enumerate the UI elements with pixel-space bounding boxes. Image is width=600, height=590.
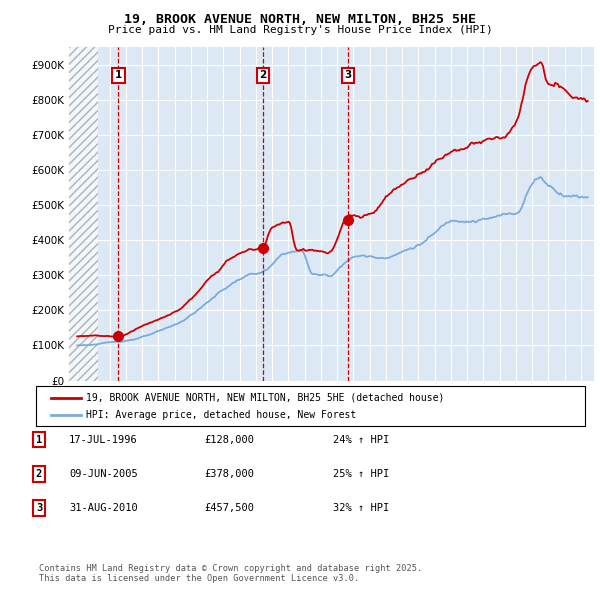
Text: 31-AUG-2010: 31-AUG-2010 xyxy=(69,503,138,513)
Text: 2: 2 xyxy=(36,469,42,478)
Text: £378,000: £378,000 xyxy=(204,469,254,478)
Text: £128,000: £128,000 xyxy=(204,435,254,444)
Text: 3: 3 xyxy=(36,503,42,513)
Text: 1: 1 xyxy=(36,435,42,444)
Text: 09-JUN-2005: 09-JUN-2005 xyxy=(69,469,138,478)
Text: 19, BROOK AVENUE NORTH, NEW MILTON, BH25 5HE: 19, BROOK AVENUE NORTH, NEW MILTON, BH25… xyxy=(124,13,476,26)
Text: Contains HM Land Registry data © Crown copyright and database right 2025.
This d: Contains HM Land Registry data © Crown c… xyxy=(39,563,422,583)
Text: HPI: Average price, detached house, New Forest: HPI: Average price, detached house, New … xyxy=(86,409,356,419)
Text: £457,500: £457,500 xyxy=(204,503,254,513)
Text: Price paid vs. HM Land Registry's House Price Index (HPI): Price paid vs. HM Land Registry's House … xyxy=(107,25,493,35)
Text: 1: 1 xyxy=(115,70,122,80)
Text: 17-JUL-1996: 17-JUL-1996 xyxy=(69,435,138,444)
Bar xyxy=(69,47,98,381)
Text: 32% ↑ HPI: 32% ↑ HPI xyxy=(333,503,389,513)
Text: 19, BROOK AVENUE NORTH, NEW MILTON, BH25 5HE (detached house): 19, BROOK AVENUE NORTH, NEW MILTON, BH25… xyxy=(86,393,444,403)
Text: 3: 3 xyxy=(344,70,352,80)
Text: 25% ↑ HPI: 25% ↑ HPI xyxy=(333,469,389,478)
Bar xyxy=(69,47,98,381)
Text: 2: 2 xyxy=(259,70,266,80)
Text: 24% ↑ HPI: 24% ↑ HPI xyxy=(333,435,389,444)
